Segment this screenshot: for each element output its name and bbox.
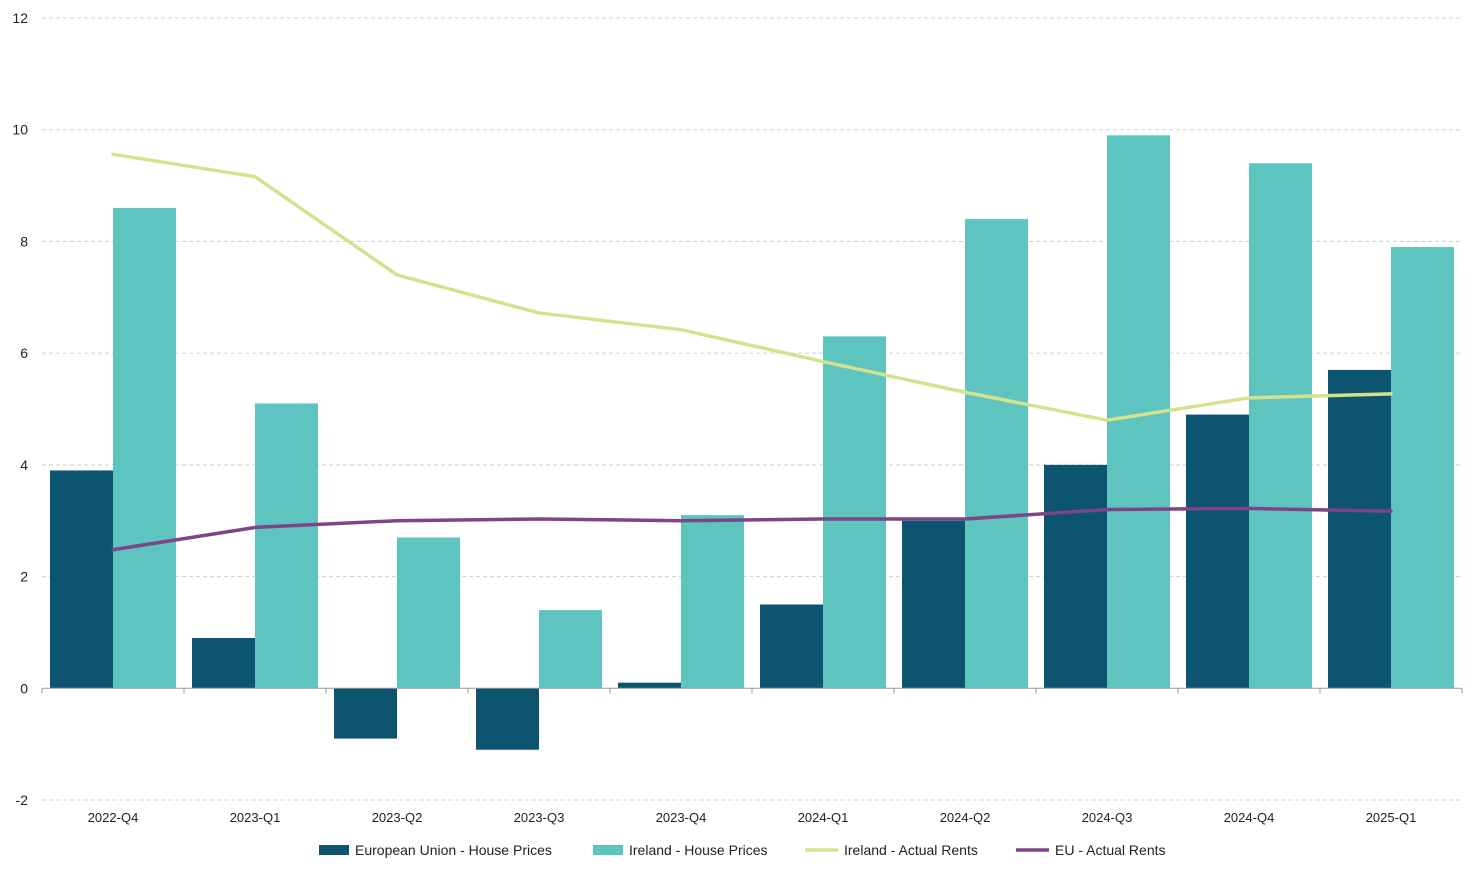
y-tick-label: -2 (16, 792, 29, 808)
line-eu-rents (111, 506, 1393, 552)
bar-eu-house-prices (760, 604, 823, 689)
y-tick-label: 6 (20, 345, 28, 361)
bars (50, 135, 1454, 750)
x-tick-label: 2025-Q1 (1366, 810, 1417, 825)
legend-label: European Union - House Prices (355, 842, 552, 858)
bar-ireland-house-prices (1391, 247, 1454, 689)
legend-label: EU - Actual Rents (1055, 842, 1166, 858)
legend-swatch (319, 845, 349, 855)
bar-eu-house-prices (1328, 369, 1391, 689)
x-axis-ticks (41, 688, 1463, 694)
x-axis: 2022-Q4 2023-Q1 2023-Q2 2023-Q3 2023-Q4 2024-… (88, 810, 1417, 825)
bar-eu-house-prices (192, 638, 255, 689)
x-tick-label: 2024-Q2 (940, 810, 991, 825)
y-tick-label: 12 (12, 10, 28, 26)
x-tick-label: 2023-Q2 (372, 810, 423, 825)
bar-ireland-house-prices (397, 537, 460, 689)
x-tick-label: 2023-Q4 (656, 810, 707, 825)
legend-label: Ireland - Actual Rents (844, 842, 978, 858)
y-tick-label: 0 (20, 680, 28, 696)
bar-eu-house-prices (618, 682, 681, 689)
x-tick-label: 2022-Q4 (88, 810, 139, 825)
bar-ireland-house-prices (965, 219, 1028, 689)
legend-swatch (593, 845, 623, 855)
y-tick-label: 10 (12, 122, 28, 138)
legend-label: Ireland - House Prices (629, 842, 768, 858)
legend-item: Ireland - Actual Rents (805, 842, 978, 858)
bar-eu-house-prices (476, 688, 539, 750)
y-tick-label: 2 (20, 569, 28, 585)
y-tick-label: 8 (20, 233, 28, 249)
bar-eu-house-prices (902, 520, 965, 689)
x-tick-label: 2023-Q3 (514, 810, 565, 825)
bar-eu-house-prices (1186, 414, 1249, 689)
x-tick-label: 2023-Q1 (230, 810, 281, 825)
bar-ireland-house-prices (539, 610, 602, 689)
line-ireland-rents (111, 152, 1393, 422)
bar-ireland-house-prices (113, 207, 176, 689)
rent-lines (111, 152, 1393, 552)
bar-eu-house-prices (334, 688, 397, 739)
bar-ireland-house-prices (823, 336, 886, 689)
y-tick-label: 4 (20, 457, 28, 473)
legend-item: EU - Actual Rents (1016, 842, 1166, 858)
x-tick-label: 2024-Q4 (1224, 810, 1275, 825)
legend: European Union - House Prices Ireland - H… (319, 842, 1166, 858)
bar-eu-house-prices (50, 470, 113, 689)
x-tick-label: 2024-Q1 (798, 810, 849, 825)
legend-item: Ireland - House Prices (593, 842, 768, 858)
bar-ireland-house-prices (1249, 163, 1312, 689)
x-tick-label: 2024-Q3 (1082, 810, 1133, 825)
bar-ireland-house-prices (681, 515, 744, 689)
legend-item: European Union - House Prices (319, 842, 552, 858)
bar-eu-house-prices (1044, 464, 1107, 689)
y-axis: -2 0 2 4 6 8 10 12 (12, 10, 28, 808)
bar-ireland-house-prices (255, 403, 318, 689)
